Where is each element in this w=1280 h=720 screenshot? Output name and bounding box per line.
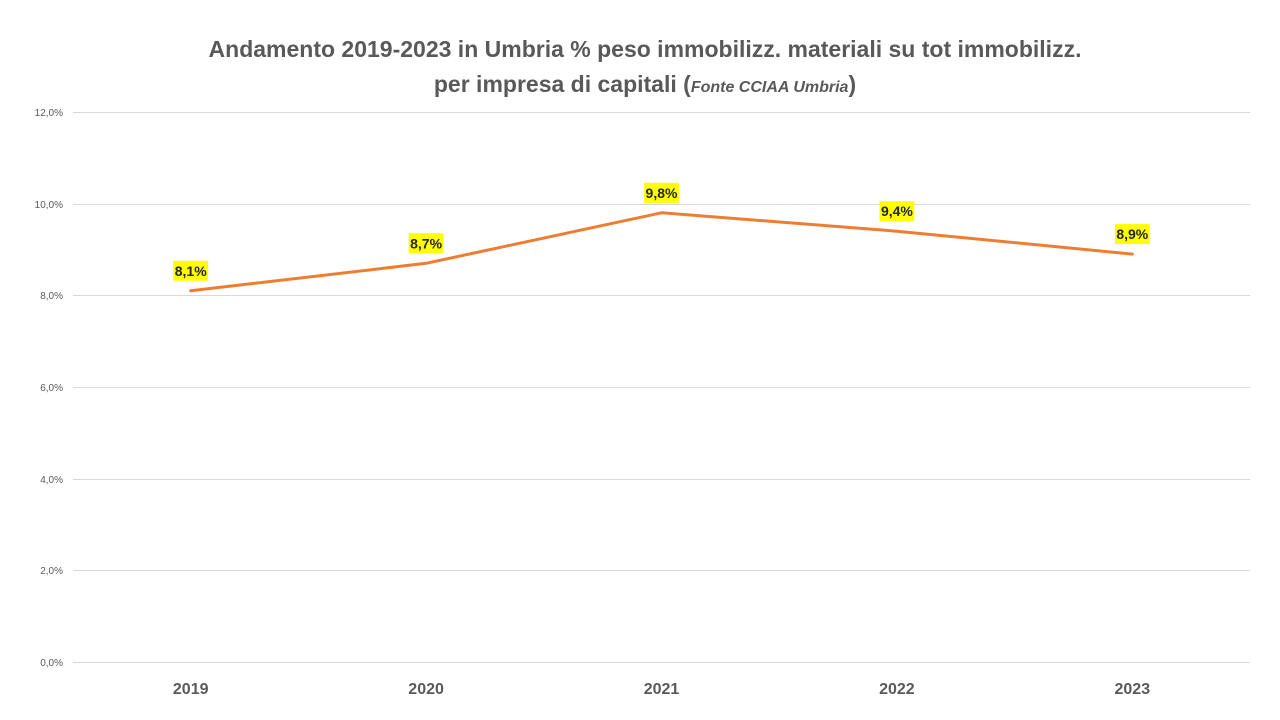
chart-title: Andamento 2019-2023 in Umbria % peso imm… bbox=[0, 32, 1280, 105]
y-tick-label: 0,0% bbox=[40, 658, 63, 669]
y-axis-ticks: 0,0% 2,0% 4,0% 6,0% 8,0% 10,0% 12,0% bbox=[35, 108, 63, 669]
data-label-text: 8,1% bbox=[175, 263, 207, 279]
chart-title-open-paren: ( bbox=[683, 71, 691, 97]
x-tick-label: 2019 bbox=[173, 681, 209, 698]
x-tick-label: 2020 bbox=[408, 681, 444, 698]
y-tick-label: 8,0% bbox=[40, 291, 63, 302]
gridlines bbox=[73, 112, 1250, 663]
y-tick-label: 6,0% bbox=[40, 383, 63, 394]
y-tick-label: 2,0% bbox=[40, 566, 63, 577]
data-label: 9,8% bbox=[644, 182, 679, 203]
data-label-highlight bbox=[1114, 224, 1150, 245]
data-label: 9,4% bbox=[879, 201, 915, 222]
x-tick-label: 2022 bbox=[879, 681, 915, 698]
data-label-highlight bbox=[173, 260, 209, 281]
chart-title-close-paren: ) bbox=[848, 71, 857, 97]
chart-title-line-1: Andamento 2019-2023 in Umbria % peso imm… bbox=[208, 36, 1082, 62]
data-label: 8,9% bbox=[1114, 224, 1150, 245]
data-label-highlight bbox=[408, 233, 444, 254]
x-tick-label: 2021 bbox=[644, 681, 680, 698]
chart-title-line-2: per impresa di capitali (Fonte CCIAA Umb… bbox=[0, 67, 1280, 105]
data-label-text: 8,9% bbox=[1116, 226, 1148, 242]
y-tick-label: 4,0% bbox=[40, 475, 63, 486]
series bbox=[189, 211, 1134, 293]
data-label-text: 9,4% bbox=[881, 203, 913, 219]
y-tick-label: 10,0% bbox=[35, 200, 63, 211]
chart-title-source: Fonte CCIAA Umbria bbox=[690, 79, 849, 96]
data-label-text: 8,7% bbox=[410, 235, 442, 251]
x-tick-label: 2023 bbox=[1115, 681, 1151, 698]
data-label: 8,1% bbox=[173, 260, 209, 281]
data-labels: 8,1% 8,7% 9,8% 9,4% 8,9% bbox=[173, 182, 1150, 281]
x-axis-ticks: 2019 2020 2021 2022 2023 bbox=[173, 681, 1150, 698]
data-label-highlight bbox=[879, 201, 915, 222]
series-line bbox=[189, 211, 1134, 293]
chart-title-main: per impresa di capitali bbox=[433, 71, 677, 97]
data-label-highlight bbox=[644, 182, 679, 203]
data-label-text: 9,8% bbox=[646, 185, 678, 201]
y-tick-label: 12,0% bbox=[35, 108, 63, 119]
data-label: 8,7% bbox=[408, 233, 444, 254]
